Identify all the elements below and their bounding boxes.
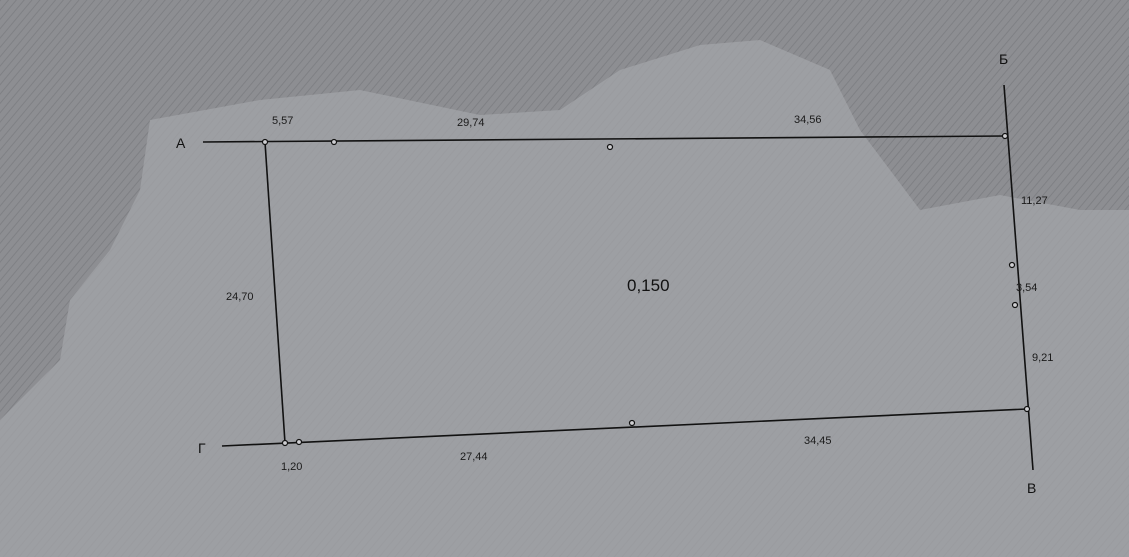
vertex [1023,405,1031,413]
point-label-g: Г [198,440,206,456]
vertex [1008,261,1016,269]
segment-label: 34,56 [794,114,822,126]
area-label: 0,150 [627,276,670,295]
segment-label: 9,21 [1032,352,1053,364]
point-label-a: А [176,135,186,151]
segment-label: 24,70 [226,291,254,303]
vertex [1001,132,1009,140]
bottom-boundary [221,408,1028,447]
segment-label: 27,44 [460,451,488,463]
point-label-v: В [1027,480,1036,496]
point-label-b: Б [999,51,1008,67]
vertex [1011,301,1019,309]
vertex [295,438,303,446]
vertex [261,138,269,146]
segment-label: 34,45 [804,435,832,447]
segment-label: 29,74 [457,117,485,129]
right-boundary [1003,84,1034,471]
vertex [606,143,614,151]
segment-label: 3,54 [1016,282,1037,294]
segment-label: 5,57 [272,115,293,127]
left-boundary [264,141,286,444]
vertex [281,439,289,447]
vertices [261,132,1031,447]
segment-label: 11,27 [1021,195,1048,207]
segment-label: 1,20 [281,461,302,473]
background-blob [0,40,1129,557]
vertex [330,138,338,146]
vertex [628,419,636,427]
